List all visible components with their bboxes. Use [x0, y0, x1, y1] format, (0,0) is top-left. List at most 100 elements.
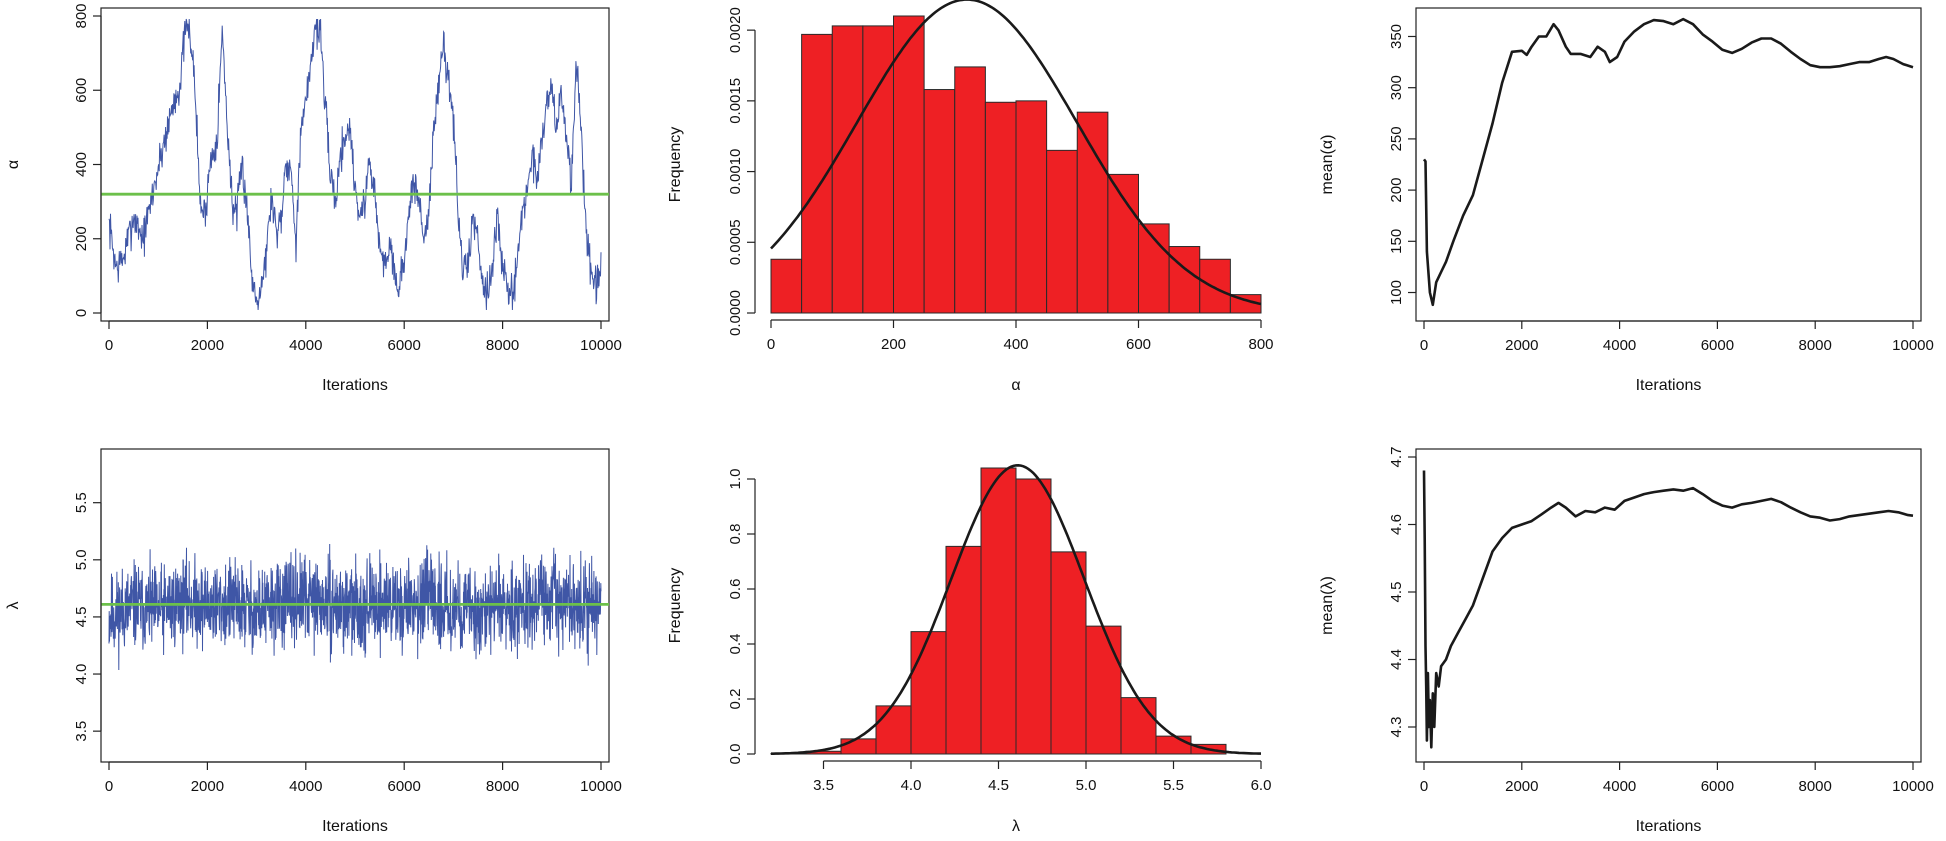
alpha-running-mean-y-tick-label: 250: [1388, 126, 1405, 151]
lambda-trace-y-tick-label: 5.0: [73, 549, 90, 570]
alpha-running-mean-y-tick-label: 300: [1388, 75, 1405, 100]
alpha-hist-bar: [1199, 258, 1231, 314]
lambda-trace-series-line: [108, 543, 602, 671]
alpha-running-mean-panel: Iterations mean(α) 0 2000 4000 6000 8000 1000…: [1319, 7, 1934, 394]
alpha-hist-bar: [1076, 111, 1109, 314]
lambda-mean-ylabel: mean(λ): [1319, 576, 1336, 635]
lambda-running-mean-x-tick-label: 6000: [1701, 778, 1734, 795]
alpha-hist-y-tick-label: 0.0000: [727, 290, 744, 336]
lambda-hist-y-tick-label: 0.4: [727, 634, 744, 655]
lambda-hist-xlabel: λ: [1012, 818, 1020, 835]
alpha-trace-x-tick-label: 4000: [289, 337, 322, 354]
lambda-hist-y-tick-label: 0.0: [727, 744, 744, 765]
alpha-hist-bar: [1015, 100, 1048, 314]
alpha-hist-y-tick-label: 0.0005: [727, 219, 744, 265]
lambda-trace-y-tick-label: 5.5: [73, 492, 90, 513]
alpha-trace-y-tick-label: 600: [73, 78, 90, 103]
lambda-hist-bar: [945, 545, 982, 755]
alpha-hist-bar: [1046, 149, 1078, 314]
lambda-hist-y-tick-label: 1.0: [727, 469, 744, 490]
alpha-trace-x-tick-label: 6000: [388, 337, 421, 354]
lambda-hist-bar: [1120, 697, 1157, 755]
alpha-trace-frame: [100, 7, 610, 322]
lambda-hist-bar: [910, 631, 947, 755]
alpha-hist-bar: [831, 25, 864, 314]
lambda-hist-bar: [980, 467, 1017, 755]
alpha-running-mean-series-line: [1422, 17, 1914, 307]
lambda-hist-bar: [1155, 735, 1192, 755]
lambda-hist-x-tick-label: 4.5: [988, 777, 1009, 794]
alpha-trace-x-tick-label: 10000: [580, 337, 622, 354]
lambda-hist-density-curve: [771, 463, 1261, 756]
alpha-hist-bar: [770, 258, 803, 314]
lambda-hist-ylabel: Frequency: [667, 568, 684, 644]
alpha-mean-ylabel: mean(α): [1319, 135, 1336, 195]
lambda-running-mean-y-tick-label: 4.5: [1388, 582, 1405, 603]
lambda-trace-xlabel: Iterations: [322, 818, 388, 835]
lambda-running-mean-x-tick-label: 0: [1420, 778, 1428, 795]
lambda-running-mean-y-tick-label: 4.3: [1388, 717, 1405, 738]
lambda-running-mean-y-tick-label: 4.4: [1388, 649, 1405, 670]
alpha-hist-bar: [893, 15, 925, 314]
alpha-trace-series-line: [108, 18, 602, 311]
lambda-mean-xlabel: Iterations: [1636, 818, 1702, 835]
alpha-hist-density-curve: [770, 0, 1262, 306]
alpha-hist-x-tick-label: 200: [881, 336, 906, 353]
lambda-hist-x-tick-label: 5.5: [1163, 777, 1184, 794]
lambda-trace-x-tick-label: 8000: [486, 778, 519, 795]
lambda-running-mean-y-tick-label: 4.6: [1388, 514, 1405, 535]
alpha-hist-x-tick-label: 0: [767, 336, 775, 353]
alpha-hist-bar: [954, 66, 986, 314]
lambda-hist-bar: [840, 738, 877, 755]
alpha-trace-y-tick-label: 400: [73, 152, 90, 177]
alpha-running-mean-y-tick-label: 150: [1388, 229, 1405, 254]
alpha-running-mean-x-tick-label: 8000: [1799, 337, 1832, 354]
lambda-running-mean-x-tick-label: 8000: [1799, 778, 1832, 795]
lambda-hist-y-tick-label: 0.6: [727, 579, 744, 600]
alpha-trace-panel: Iterations α 0 2000 4000 6000 8000 10000 0 200 4…: [5, 3, 622, 394]
lambda-hist-bar: [875, 705, 912, 755]
lambda-running-mean-x-tick-label: 4000: [1603, 778, 1636, 795]
lambda-hist-bar: [1050, 551, 1087, 755]
lambda-running-mean-x-tick-label: 2000: [1505, 778, 1538, 795]
alpha-trace-ylabel: α: [5, 160, 22, 169]
alpha-trace-x-tick-label: 0: [105, 337, 113, 354]
lambda-trace-x-tick-label: 0: [105, 778, 113, 795]
lambda-hist-bar: [1015, 478, 1052, 755]
alpha-trace-xlabel: Iterations: [322, 377, 388, 394]
lambda-trace-panel: Iterations λ 0 2000 4000 6000 8000 10000 3.5 4.…: [5, 448, 622, 835]
alpha-hist-ylabel: Frequency: [667, 127, 684, 203]
lambda-hist-x-tick-label: 6.0: [1251, 777, 1272, 794]
lambda-hist-x-tick-label: 5.0: [1076, 777, 1097, 794]
lambda-running-mean-frame: [1415, 448, 1922, 763]
alpha-hist-bar: [984, 101, 1017, 314]
lambda-trace-x-tick-label: 2000: [191, 778, 224, 795]
lambda-trace-x-tick-label: 6000: [388, 778, 421, 795]
alpha-running-mean-x-tick-label: 10000: [1892, 337, 1934, 354]
alpha-hist-bar: [1107, 173, 1139, 314]
lambda-trace-y-tick-label: 3.5: [73, 721, 90, 742]
lambda-trace-y-tick-label: 4.5: [73, 606, 90, 627]
alpha-histogram-panel: α Frequency 0 200 400 600 800 0.0000 0.0005 0.0…: [667, 0, 1274, 394]
lambda-trace-x-tick-label: 4000: [289, 778, 322, 795]
lambda-hist-x-tick-label: 4.0: [901, 777, 922, 794]
alpha-hist-y-tick-label: 0.0015: [727, 78, 744, 124]
alpha-hist-bar: [1168, 246, 1201, 314]
alpha-hist-y-tick-label: 0.0010: [727, 149, 744, 195]
alpha-hist-x-tick-label: 800: [1248, 336, 1273, 353]
alpha-running-mean-x-tick-label: 6000: [1701, 337, 1734, 354]
alpha-mean-xlabel: Iterations: [1636, 377, 1702, 394]
alpha-running-mean-frame: [1415, 7, 1922, 322]
alpha-hist-xlabel: α: [1011, 377, 1020, 394]
alpha-running-mean-y-tick-label: 200: [1388, 178, 1405, 203]
alpha-trace-y-tick-label: 200: [73, 226, 90, 251]
alpha-hist-y-tick-label: 0.0020: [727, 7, 744, 53]
alpha-running-mean-x-tick-label: 4000: [1603, 337, 1636, 354]
lambda-histogram-panel: λ Frequency 3.5 4.0 4.5 5.0 5.5 6.0 0.0 0.2 0.4 0…: [667, 463, 1272, 835]
lambda-running-mean-series-line: [1422, 470, 1914, 749]
lambda-trace-y-tick-label: 4.0: [73, 664, 90, 685]
lambda-trace-ylabel: λ: [5, 602, 22, 610]
alpha-trace-y-tick-label: 800: [73, 3, 90, 28]
alpha-hist-x-tick-label: 600: [1126, 336, 1151, 353]
